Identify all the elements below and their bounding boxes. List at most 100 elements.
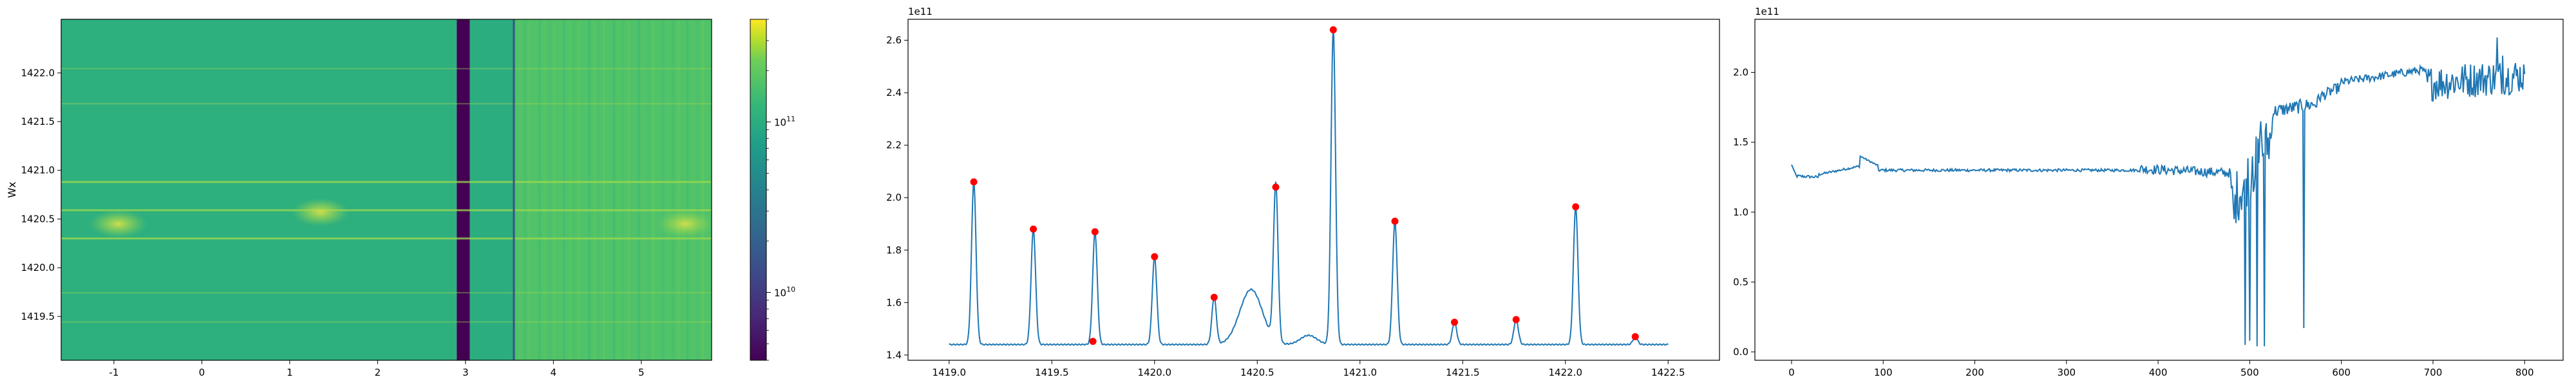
heatmap-streak [652,19,654,360]
heatmap-streak [701,19,705,360]
heatmap-y-tick-label: 1421.0 [21,165,55,176]
heatmap-streak [632,19,636,360]
peak-marker [1272,183,1280,191]
spectrum-axes-frame [1754,19,2564,361]
peak-marker [1391,217,1399,225]
heatmap-streak [518,19,521,360]
peaks-y-tick-label: 2.2 [886,140,902,151]
heatmap-streak [578,19,580,360]
heatmap-x-tick-label: 3 [462,367,469,378]
peaks-line-panel: 1419.0 1419.5 1420.0 1420.5 1421.0 1421.5 1422… [886,6,1720,378]
peaks-x-tick-label: 1420.0 [1138,367,1172,378]
heatmap-streak [548,19,551,360]
peak-marker [1329,26,1337,33]
heatmap-axes-frame [61,19,712,361]
heatmap-region [61,19,457,360]
heatmap-streak [607,19,610,360]
heatmap-streak [627,19,630,360]
heatmap-region [457,19,470,360]
heatmap-streak [612,19,616,360]
colorbar-gradient [750,19,767,361]
peaks-x-tick-label: 1421.0 [1343,367,1378,378]
spectrum-x-tick-label: 700 [2424,367,2443,378]
heatmap-x-tick-label: 1 [287,367,293,378]
heatmap-bright-row [61,181,712,183]
heatmap-streak [657,19,660,360]
spectrum-x-tick-label: 800 [2515,367,2534,378]
spectrum-offset-label: 1e11 [1755,6,1779,17]
heatmap-streak [524,19,527,360]
heatmap-streak [553,19,555,360]
peak-marker [1091,228,1099,235]
spectrum-y-tick-label: 1.5 [1733,136,1748,148]
heatmap-y-ticks: 1419.5 1420.0 1420.5 1421.0 1421.5 1422.0 [21,67,61,322]
heatmap-streak [692,19,694,360]
heatmap-bright-row [61,103,712,105]
heatmap-bright-rows [61,68,712,323]
heatmap-streak [637,19,640,360]
heatmap-x-tick-label: 5 [638,367,645,378]
spectrum-y-tick-label: 0.5 [1733,276,1748,288]
heatmap-streak [588,19,591,360]
spectrum-x-tick-label: 500 [2240,367,2259,378]
colorbar-tick-label: 1011 [774,115,795,129]
peak-marker [1030,225,1037,233]
spectrum-x-ticks: 0 100 200 300 400 500 600 700 800 [1788,360,2534,378]
heatmap-hotspots [89,198,712,238]
peak-markers [970,26,1639,345]
heatmap-streak [603,19,605,360]
heatmap-x-tick-label: 2 [375,367,381,378]
heatmap-streak [533,19,535,360]
heatmap-bright-row [61,68,712,69]
heatmap-streak [573,19,575,360]
peaks-x-tick-label: 1420.5 [1240,367,1274,378]
heatmap-streak [558,19,561,360]
heatmap-bright-row [61,292,712,294]
heatmap-streak [538,19,541,360]
peak-marker [1151,253,1159,261]
heatmap-streak [528,19,530,360]
spectrum-x-tick-label: 0 [1788,367,1795,378]
heatmap-streak [622,19,624,360]
heatmap-y-tick-label: 1419.5 [21,311,55,322]
peaks-y-tick-label: 2.4 [886,87,902,98]
peaks-x-tick-label: 1422.5 [1651,367,1685,378]
spectrum-x-tick-label: 100 [1874,367,1893,378]
heatmap-streak [543,19,546,360]
heatmap-x-ticks: -1 0 1 2 3 4 5 [109,360,645,378]
heatmap-streak [647,19,650,360]
heatmap-streak [667,19,668,360]
heatmap-streak [568,19,571,360]
heatmap-streak [592,19,596,360]
colorbar-tick-label: 1010 [774,286,795,299]
peak-marker [1631,333,1639,340]
colorbar-ticks: 1010 1011 [766,19,795,361]
spectrum-line-panel: 0 100 200 300 400 500 600 700 800 0.0 0.5 1.0 1.5 2.… [1733,6,2564,378]
heatmap-x-tick-label: 0 [199,367,205,378]
heatmap-ylabel: Wx [6,181,18,198]
heatmap-streak [563,19,565,360]
spectrum-y-ticks: 0.0 0.5 1.0 1.5 2.0 [1733,67,1755,358]
heatmap-streak [706,19,708,360]
peaks-x-ticks: 1419.0 1419.5 1420.0 1420.5 1421.0 1421.5 1422… [933,360,1685,378]
peaks-y-tick-label: 1.6 [886,297,902,308]
heatmap-x-tick-label: -1 [109,367,118,378]
peaks-y-ticks: 1.4 1.6 1.8 2.0 2.2 2.4 2.6 [886,35,908,361]
peaks-x-tick-label: 1419.0 [933,367,967,378]
heatmap-y-tick-label: 1420.5 [21,213,55,225]
heatmap-streak [677,19,680,360]
heatmap-streak [583,19,585,360]
heatmap-bright-row [61,209,712,212]
peaks-x-tick-label: 1422.0 [1549,367,1583,378]
spectrum-series-line [1791,37,2526,347]
heatmap-hotspot [291,198,350,226]
peaks-y-tick-label: 2.0 [886,192,902,203]
peaks-offset-label: 1e11 [908,6,933,17]
peak-marker [1210,293,1218,301]
spectrum-y-tick-label: 1.0 [1733,207,1748,218]
peaks-axes-frame [907,19,1720,361]
heatmap-hotspot [89,210,147,238]
heatmap-panel: -1 0 1 2 3 4 5 1419.51420.01420.51421.01421.51… [6,19,712,378]
heatmap-regions [61,19,712,360]
